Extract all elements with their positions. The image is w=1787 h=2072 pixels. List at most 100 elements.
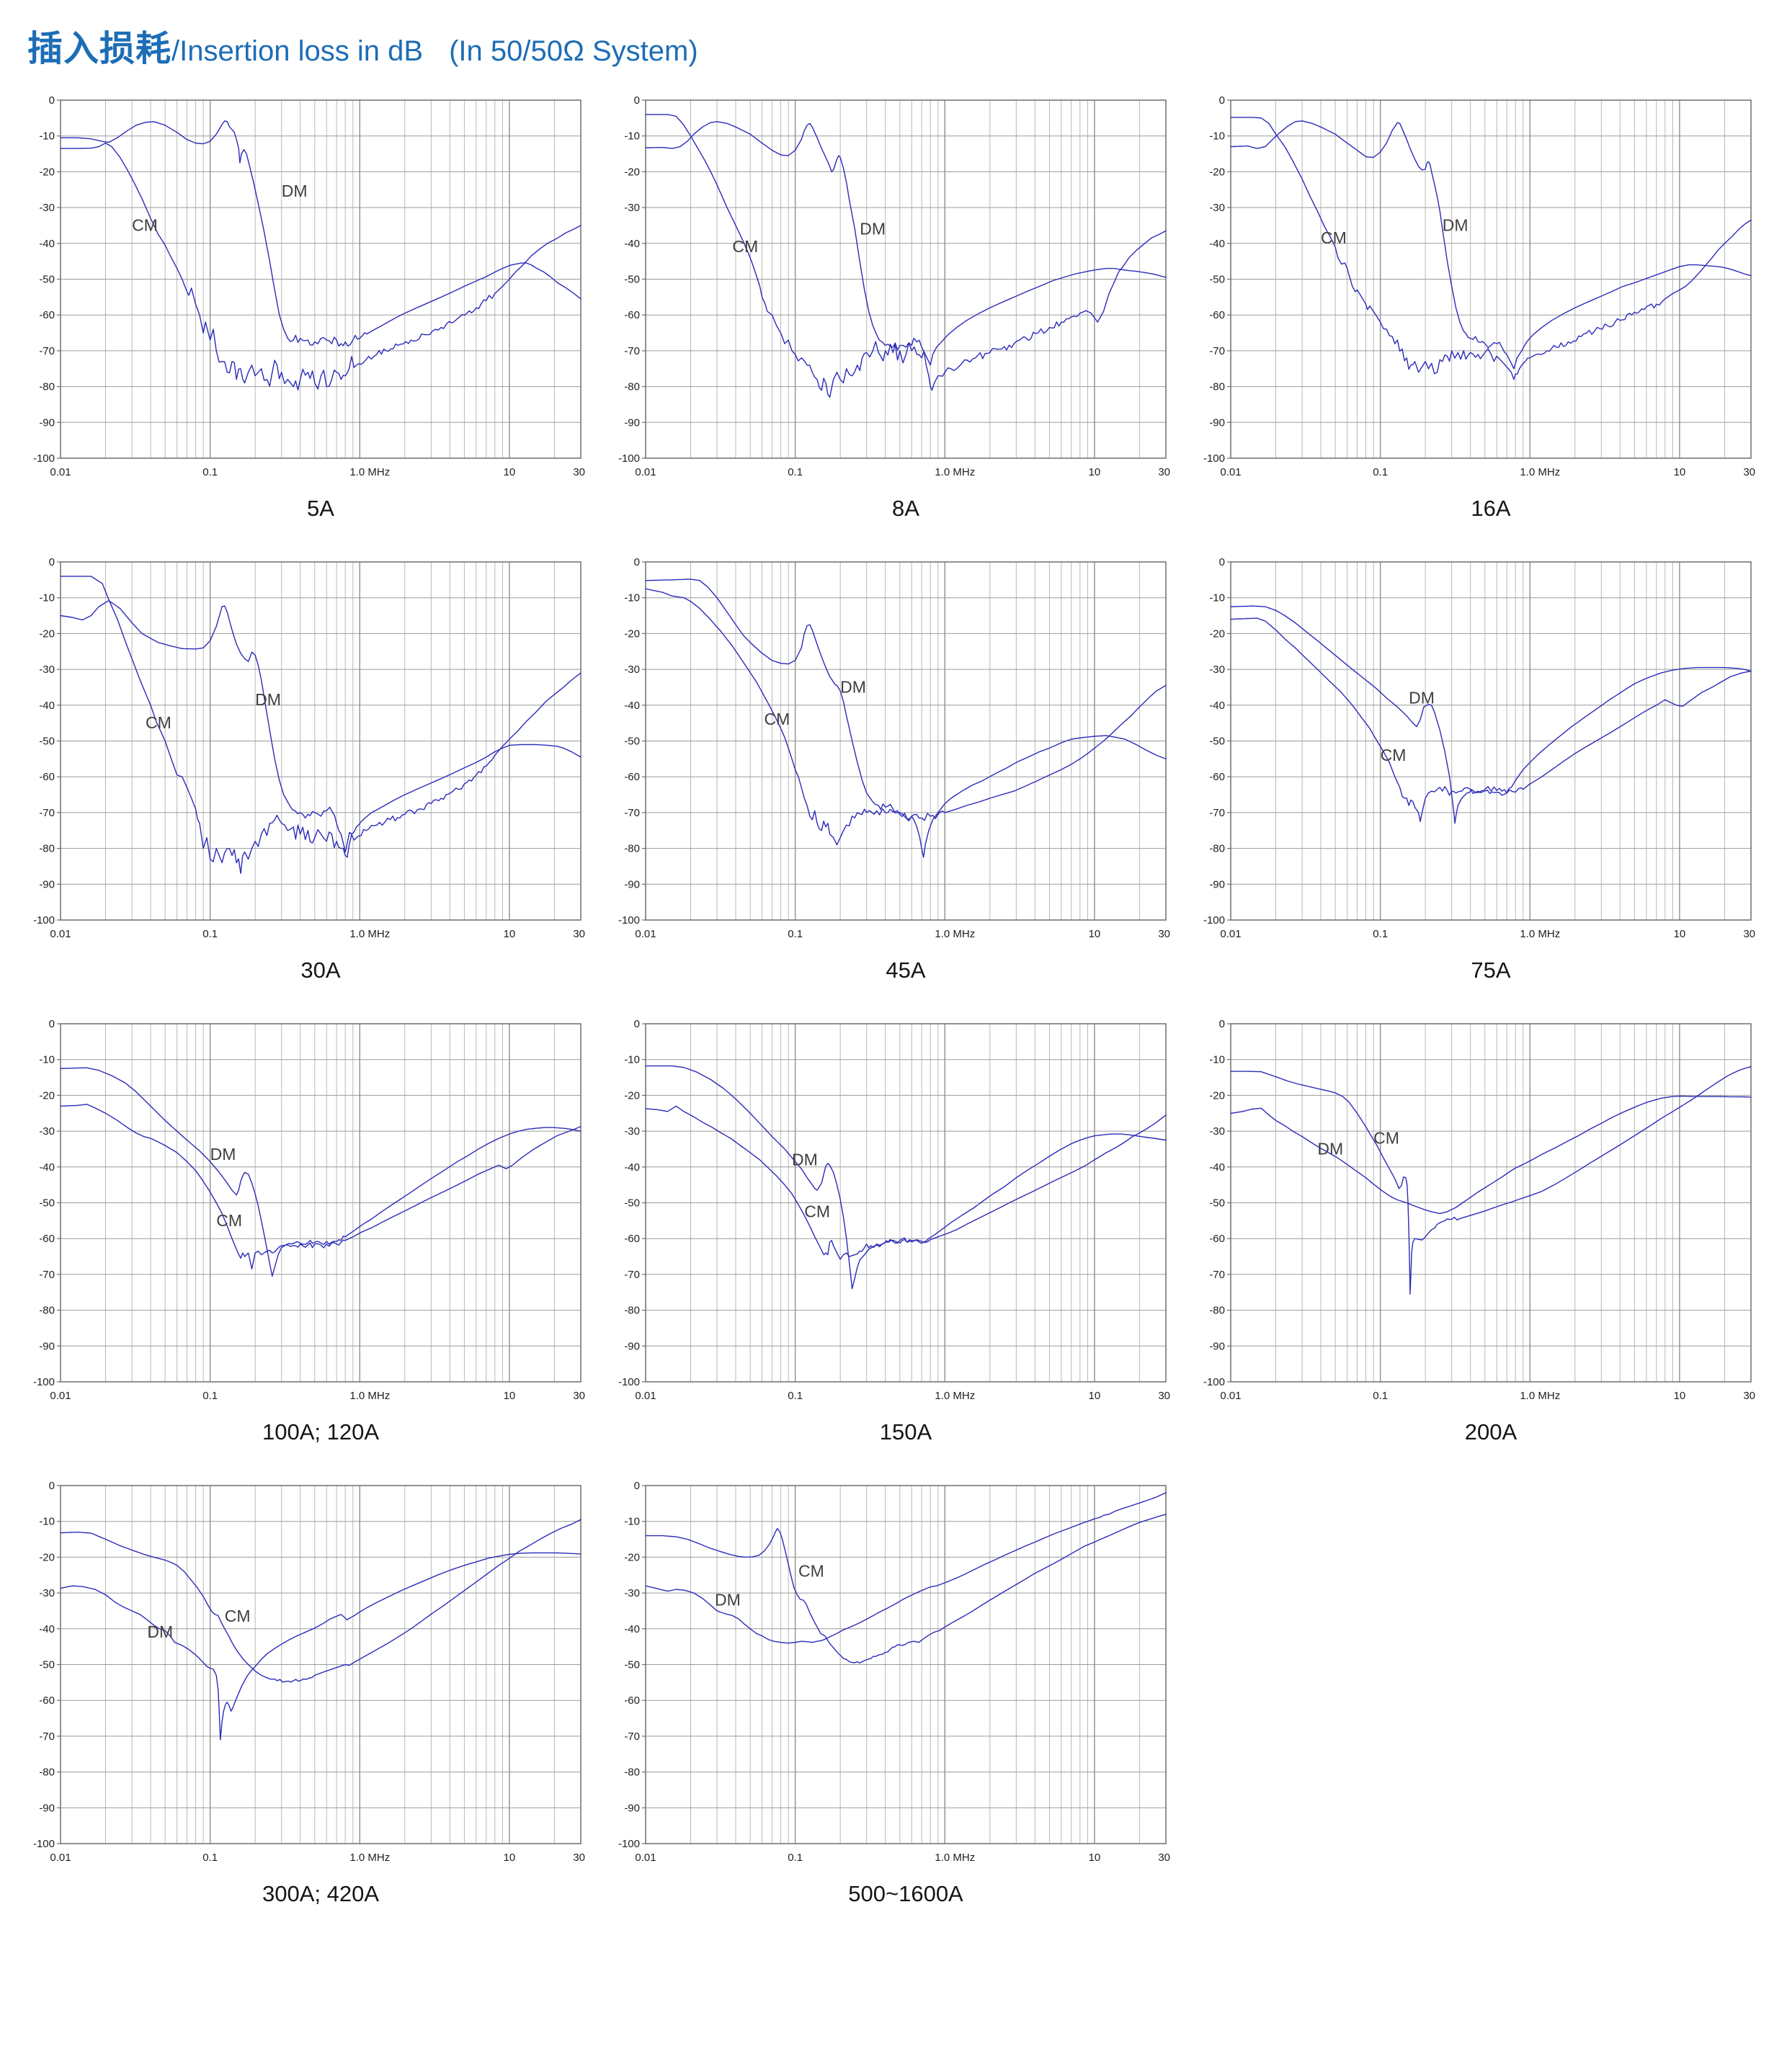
chart-figure: 0 -10 -20 -30 -40 -50 -60 -70 -80 -90 -100 0.01 0.1 1… [607,1019,1192,1445]
y-tick-label: -20 [624,166,640,178]
chart-plot: 0 -10 -20 -30 -40 -50 -60 -70 -80 -90 -100 0.01 0.1 1… [618,1019,1170,1402]
y-tick-label: -30 [624,664,640,676]
series-label-dm: DM [715,1590,741,1609]
y-tick-label: -70 [624,807,640,819]
y-tick-label: -80 [624,381,640,393]
x-tick-label: 10 [1089,1852,1101,1864]
x-tick-label: 1.0 MHz [935,928,975,940]
y-tick-label: -40 [1209,238,1225,250]
y-tick-label: -40 [1209,700,1225,712]
curve-cm [60,1519,581,1683]
x-tick-label: 30 [573,928,585,940]
series-label-dm: DM [1409,688,1435,707]
y-tick-label: -80 [39,843,55,855]
y-tick-label: -80 [1209,381,1225,393]
curve-dm [1230,1095,1752,1215]
y-tick-label: -20 [39,166,55,178]
curve-cm [60,142,581,390]
y-tick-label: -10 [624,1516,640,1528]
curve-cm [60,576,581,875]
y-tick-label: -10 [1209,130,1225,143]
chart-plot: 0 -10 -20 -30 -40 -50 -60 -70 -80 -90 -100 0.01 0.1 1… [1203,558,1755,940]
series-label-cm: CM [216,1211,242,1230]
y-tick-label: -90 [1209,1340,1225,1352]
series-label-cm: CM [798,1562,824,1581]
curve-dm [645,1065,1167,1290]
y-tick-label: -70 [39,807,55,819]
x-tick-label: 1.0 MHz [349,1852,390,1864]
y-tick-label: -80 [39,1767,55,1779]
chart-caption: 100A; 120A [262,1419,380,1444]
x-tick-label: 30 [1158,466,1170,478]
y-tick-label: -40 [624,238,640,250]
y-tick-label: -70 [39,1731,55,1743]
curve-cm [1230,117,1752,380]
y-tick-label: -10 [39,130,55,143]
y-tick-label: -70 [39,345,55,357]
y-tick-label: -60 [1209,309,1225,321]
series-label-cm: CM [1381,746,1407,764]
title-chinese: 插入损耗 [27,30,172,68]
x-tick-label: 10 [504,1852,516,1864]
y-tick-label: -30 [624,202,640,214]
y-tick-label: -20 [1209,1089,1225,1102]
x-tick-label: 10 [504,1390,516,1402]
x-tick-label: 1.0 MHz [1520,1390,1560,1402]
y-tick-label: -60 [624,309,640,321]
y-tick-label: -40 [39,1623,55,1635]
y-tick-label: -20 [39,1551,55,1563]
x-tick-label: 0.1 [202,1390,218,1402]
series-label-cm: CM [804,1202,830,1220]
x-tick-label: 30 [573,1390,585,1402]
y-tick-label: -30 [39,664,55,676]
chart-caption: 300A; 420A [262,1881,380,1906]
y-tick-label: -60 [624,771,640,783]
y-tick-label: -70 [624,345,640,357]
y-tick-label: -60 [1209,1233,1225,1245]
series-label-dm: DM [255,690,281,709]
x-tick-label: 0.1 [788,1390,803,1402]
curve-dm [60,600,581,853]
series-label-dm: DM [210,1145,236,1164]
curve-cm [645,1105,1167,1260]
y-tick-label: -40 [624,700,640,712]
y-tick-label: -20 [624,1089,640,1102]
y-tick-label: -60 [1209,771,1225,783]
y-tick-label: -30 [39,202,55,214]
y-tick-label: -100 [1203,914,1225,926]
y-tick-label: -40 [39,238,55,250]
y-tick-label: 0 [1219,1019,1225,1030]
y-tick-label: -50 [1209,736,1225,748]
title-english: /Insertion loss in dB [171,35,424,67]
y-tick-label: -90 [39,1802,55,1814]
y-tick-label: -20 [1209,628,1225,640]
curve-dm [645,579,1167,858]
y-tick-label: 0 [1219,96,1225,107]
x-tick-label: 10 [1674,928,1686,940]
curve-cm [645,114,1167,398]
curve-dm [1230,120,1752,370]
chart-figure: 0 -10 -20 -30 -40 -50 -60 -70 -80 -90 -100 0.01 0.1 1… [607,558,1192,983]
x-tick-label: 10 [504,466,516,478]
y-tick-label: -40 [624,1623,640,1635]
x-tick-label: 1.0 MHz [1520,466,1560,478]
chart-caption: 200A [1464,1419,1518,1444]
y-tick-label: 0 [634,1019,640,1030]
x-tick-label: 10 [1674,1390,1686,1402]
series-label-cm: CM [1321,228,1347,247]
x-tick-label: 0.1 [788,466,803,478]
y-tick-label: 0 [49,1019,55,1030]
curve-dm [60,120,581,347]
series-label-dm: DM [1317,1139,1343,1158]
y-tick-label: -10 [624,592,640,604]
y-tick-label: -90 [39,1340,55,1352]
x-tick-label: 10 [1674,466,1686,478]
curve-dm [60,1552,581,1741]
y-tick-label: -40 [39,1161,55,1174]
y-tick-label: -50 [624,274,640,286]
chart-figure: 0 -10 -20 -30 -40 -50 -60 -70 -80 -90 -100 0.01 0.1 1… [22,558,607,983]
y-tick-label: -60 [39,309,55,321]
curve-dm [645,1492,1167,1644]
y-tick-label: -100 [1203,452,1225,465]
